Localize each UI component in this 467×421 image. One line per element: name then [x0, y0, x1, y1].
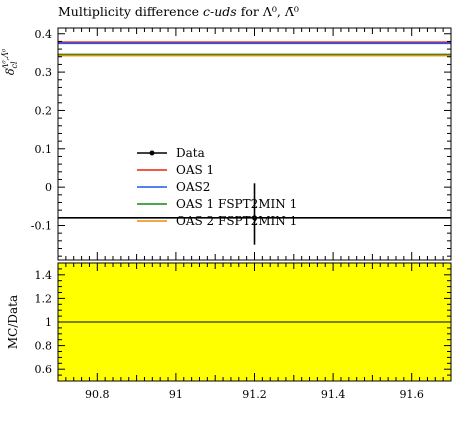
- y-axis-label: δclΛ⁰,Λ̄⁰: [1, 48, 19, 75]
- x-tick-label: 91.2: [242, 388, 267, 401]
- x-tick-label: 91: [169, 388, 183, 401]
- x-tick-label: 90.8: [85, 388, 110, 401]
- data-point-marker: [252, 215, 257, 221]
- legend-label-1: OAS 1: [176, 163, 214, 177]
- legend-label-2: OAS2: [176, 180, 210, 194]
- ratio-y-tick-label: 0.6: [35, 363, 53, 376]
- y-tick-label: 0: [45, 181, 52, 194]
- legend: Data OAS 1 OAS2 OAS 1 FSPT2MIN 1 OAS 2 FSPT2…: [137, 146, 297, 228]
- x-tick-label: 91.4: [321, 388, 346, 401]
- legend-label-4: OAS 2 FSPT2MIN 1: [176, 214, 297, 228]
- y-tick-label: 0.4: [35, 28, 53, 41]
- ratio-y-tick-label: 1: [45, 316, 52, 329]
- ratio-y-axis-label: MC/Data: [6, 295, 20, 349]
- legend-label-0: Data: [176, 146, 205, 160]
- legend-label-3: OAS 1 FSPT2MIN 1: [176, 197, 297, 211]
- ratio-y-tick-label: 0.8: [35, 340, 53, 353]
- y-tick-label: 0.1: [35, 143, 53, 156]
- y-tick-label: 0.2: [35, 104, 53, 117]
- ratio-y-tick-label: 1.2: [35, 292, 53, 305]
- x-tick-label: 91.6: [399, 388, 424, 401]
- y-tick-label: 0.3: [35, 66, 53, 79]
- legend-data-marker: [149, 150, 155, 156]
- y-tick-label: -0.1: [31, 219, 52, 232]
- chart-title: Multiplicity difference c-uds for Λ⁰, Λ̄…: [58, 4, 299, 19]
- ratio-y-tick-label: 1.4: [35, 269, 53, 282]
